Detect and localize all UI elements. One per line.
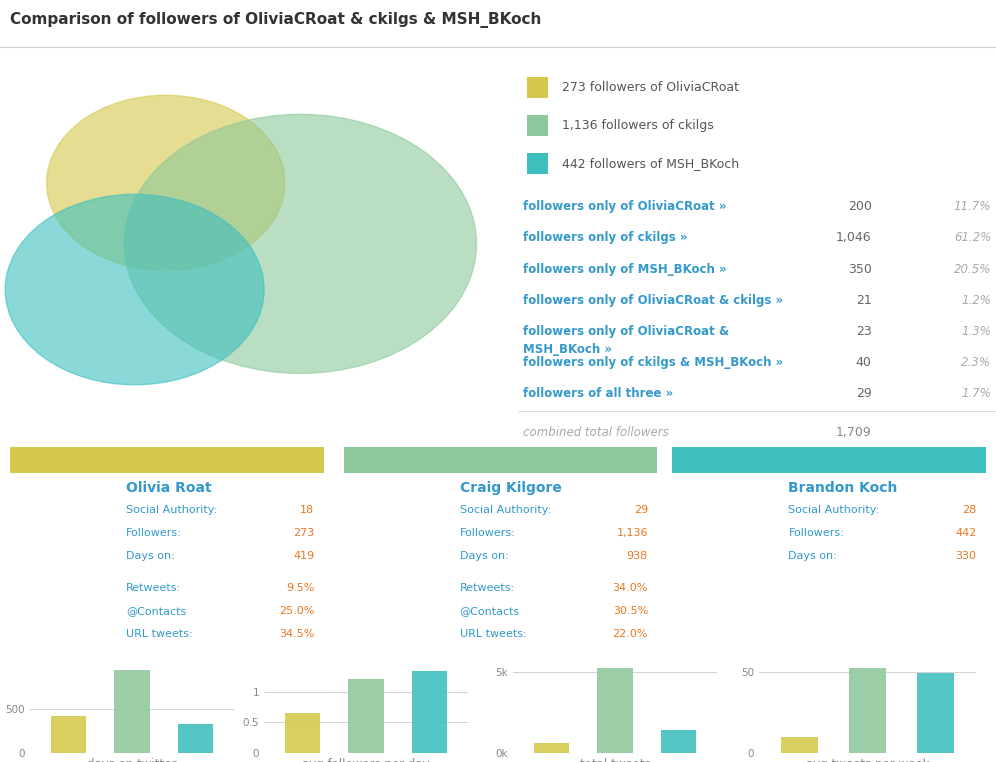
Text: 273: 273 bbox=[293, 528, 315, 539]
Text: URL tweets:: URL tweets: bbox=[126, 629, 192, 639]
Text: 28: 28 bbox=[962, 505, 977, 516]
Text: 350: 350 bbox=[848, 262, 872, 276]
Bar bbox=[412, 671, 447, 753]
Text: followers only of OliviaCRoat »: followers only of OliviaCRoat » bbox=[523, 200, 726, 213]
Text: Brandon Koch: Brandon Koch bbox=[789, 481, 897, 495]
Text: 29: 29 bbox=[633, 505, 648, 516]
Text: Followers:: Followers: bbox=[789, 528, 845, 539]
Text: @Contacts: @Contacts bbox=[460, 607, 520, 616]
Text: 20.5%: 20.5% bbox=[954, 262, 991, 276]
Text: 330: 330 bbox=[955, 551, 977, 562]
Text: 1,046: 1,046 bbox=[836, 232, 872, 245]
Text: Social Authority:: Social Authority: bbox=[126, 505, 217, 516]
Text: Social Authority:: Social Authority: bbox=[460, 505, 551, 516]
Text: 1,709: 1,709 bbox=[836, 427, 872, 440]
Text: 938: 938 bbox=[626, 551, 648, 562]
Text: Followers:: Followers: bbox=[126, 528, 182, 539]
Text: URL tweets:: URL tweets: bbox=[460, 629, 526, 639]
Text: @Contacts: @Contacts bbox=[126, 607, 186, 616]
Text: MSH_BKoch »: MSH_BKoch » bbox=[523, 344, 612, 357]
Text: 40: 40 bbox=[856, 357, 872, 370]
Text: Retweets:: Retweets: bbox=[460, 583, 515, 594]
X-axis label: days on twitter: days on twitter bbox=[88, 758, 176, 762]
Text: Comparison of followers of OliviaCRoat & ckilgs & MSH_BKoch: Comparison of followers of OliviaCRoat &… bbox=[10, 12, 542, 27]
Bar bbox=[51, 716, 86, 753]
Bar bbox=[349, 679, 383, 753]
Circle shape bbox=[47, 95, 285, 271]
Text: Days on:: Days on: bbox=[789, 551, 837, 562]
Text: followers of all three »: followers of all three » bbox=[523, 388, 673, 401]
FancyBboxPatch shape bbox=[344, 447, 657, 472]
Bar bbox=[115, 670, 149, 753]
Text: followers only of OliviaCRoat & ckilgs »: followers only of OliviaCRoat & ckilgs » bbox=[523, 294, 783, 307]
FancyBboxPatch shape bbox=[528, 77, 548, 98]
Circle shape bbox=[124, 114, 476, 373]
Text: followers only of OliviaCRoat &: followers only of OliviaCRoat & bbox=[523, 325, 729, 338]
Text: 1.3%: 1.3% bbox=[961, 325, 991, 338]
Text: 34.5%: 34.5% bbox=[279, 629, 315, 639]
Text: Retweets:: Retweets: bbox=[126, 583, 181, 594]
Text: 1,136 followers of ckilgs: 1,136 followers of ckilgs bbox=[562, 119, 714, 133]
Text: 11.7%: 11.7% bbox=[954, 200, 991, 213]
Text: 2.3%: 2.3% bbox=[961, 357, 991, 370]
Text: Social Authority:: Social Authority: bbox=[789, 505, 879, 516]
Text: 30.5%: 30.5% bbox=[613, 607, 648, 616]
Text: 21: 21 bbox=[856, 294, 872, 307]
Text: Craig Kilgore: Craig Kilgore bbox=[460, 481, 562, 495]
Text: combined total followers: combined total followers bbox=[523, 427, 668, 440]
Text: 273 followers of OliviaCRoat: 273 followers of OliviaCRoat bbox=[562, 81, 739, 94]
Bar bbox=[781, 737, 819, 753]
Text: 442: 442 bbox=[955, 528, 977, 539]
Text: Followers:: Followers: bbox=[460, 528, 516, 539]
Bar bbox=[849, 668, 886, 753]
Text: 1.7%: 1.7% bbox=[961, 388, 991, 401]
Text: Olivia Roat: Olivia Roat bbox=[126, 481, 212, 495]
Bar bbox=[916, 673, 954, 753]
X-axis label: total tweets: total tweets bbox=[580, 758, 650, 762]
Text: followers only of ckilgs »: followers only of ckilgs » bbox=[523, 232, 687, 245]
Circle shape bbox=[5, 194, 264, 385]
Text: 34.0%: 34.0% bbox=[613, 583, 648, 594]
Bar bbox=[178, 724, 213, 753]
X-axis label: avg followers per day: avg followers per day bbox=[302, 758, 430, 762]
X-axis label: avg tweets per week: avg tweets per week bbox=[806, 758, 929, 762]
Text: 442 followers of MSH_BKoch: 442 followers of MSH_BKoch bbox=[562, 157, 739, 171]
Text: followers only of MSH_BKoch »: followers only of MSH_BKoch » bbox=[523, 262, 726, 276]
Bar bbox=[598, 668, 632, 753]
Text: 25.0%: 25.0% bbox=[279, 607, 315, 616]
Text: Days on:: Days on: bbox=[460, 551, 508, 562]
Text: 22.0%: 22.0% bbox=[613, 629, 648, 639]
FancyBboxPatch shape bbox=[528, 153, 548, 174]
Text: 1.2%: 1.2% bbox=[961, 294, 991, 307]
Text: 61.2%: 61.2% bbox=[954, 232, 991, 245]
Text: 18: 18 bbox=[300, 505, 315, 516]
FancyBboxPatch shape bbox=[528, 115, 548, 136]
Bar bbox=[661, 730, 696, 753]
Text: 419: 419 bbox=[293, 551, 315, 562]
Bar bbox=[285, 713, 320, 753]
Text: 9.5%: 9.5% bbox=[286, 583, 315, 594]
FancyBboxPatch shape bbox=[10, 447, 324, 472]
Text: 200: 200 bbox=[848, 200, 872, 213]
Text: 23: 23 bbox=[856, 325, 872, 338]
Text: followers only of ckilgs & MSH_BKoch »: followers only of ckilgs & MSH_BKoch » bbox=[523, 357, 783, 370]
Bar bbox=[534, 743, 569, 753]
Text: 29: 29 bbox=[856, 388, 872, 401]
Text: Days on:: Days on: bbox=[126, 551, 174, 562]
Text: 1,136: 1,136 bbox=[617, 528, 648, 539]
FancyBboxPatch shape bbox=[672, 447, 986, 472]
